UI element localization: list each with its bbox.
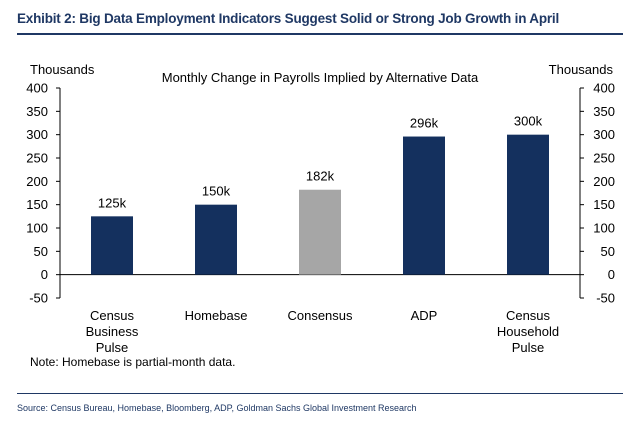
chart-title: Monthly Change in Payrolls Implied by Al… [162,70,479,85]
left-tick-label: 350 [26,104,48,119]
left-tick-label: 0 [41,267,48,282]
category-label: Census [90,308,135,323]
bar [91,216,133,275]
right-tick-label: 250 [593,151,615,166]
right-tick-label: 100 [593,221,615,236]
left-tick-label: 400 [26,81,48,96]
category-label: Consensus [287,308,353,323]
bar-value-label: 300k [514,114,543,129]
title-rule [17,33,623,35]
left-tick-label: 250 [26,151,48,166]
category-label: Homebase [185,308,248,323]
category-label: Pulse [96,340,129,355]
left-axis-unit: Thousands [30,62,95,77]
chart-note: Note: Homebase is partial-month data. [30,355,235,369]
left-tick-label: 200 [26,174,48,189]
bottom-rule [17,393,623,394]
category-label: Census [506,308,551,323]
right-axis-unit: Thousands [549,62,614,77]
bar [299,189,341,275]
right-tick-label: 150 [593,197,615,212]
bar-value-label: 182k [306,169,335,184]
exhibit-title: Exhibit 2: Big Data Employment Indicator… [17,11,560,26]
left-tick-label: 300 [26,127,48,142]
bar [507,134,549,275]
bar-value-label: 296k [410,116,439,131]
bar-value-label: 125k [98,195,127,210]
right-tick-label: 300 [593,127,615,142]
right-tick-label: 200 [593,174,615,189]
left-tick-label: 100 [26,221,48,236]
source-note: Source: Census Bureau, Homebase, Bloombe… [17,403,417,413]
right-tick-label: 0 [608,267,615,282]
bar [403,136,445,275]
bar [195,204,237,275]
category-label: Pulse [512,340,545,355]
right-tick-label: 50 [601,244,615,259]
right-tick-label: -50 [596,291,615,306]
left-tick-label: 50 [34,244,48,259]
right-tick-label: 350 [593,104,615,119]
right-tick-label: 400 [593,81,615,96]
category-label: Household [497,324,559,339]
category-label: Business [86,324,139,339]
bar-value-label: 150k [202,184,231,199]
left-tick-label: 150 [26,197,48,212]
left-tick-label: -50 [29,291,48,306]
category-label: ADP [411,308,438,323]
